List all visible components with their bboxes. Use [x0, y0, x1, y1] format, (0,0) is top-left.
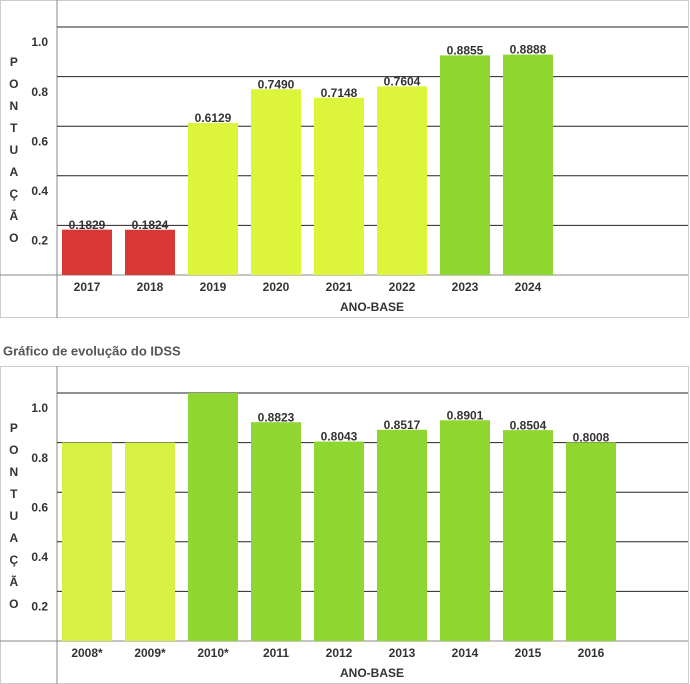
bar [377, 86, 427, 275]
x-tick-label: 2015 [515, 646, 542, 660]
bar [251, 89, 301, 275]
bar [377, 429, 427, 641]
value-label: 0.8823 [258, 410, 295, 424]
x-tick-label: 2021 [326, 280, 353, 294]
x-axis-label: ANO-BASE [340, 666, 404, 680]
value-label: 0.1824 [132, 218, 169, 232]
bar [188, 393, 238, 641]
y-tick-label: 0.4 [31, 550, 48, 564]
bar [566, 442, 616, 641]
y-tick-label: 0.8 [31, 451, 48, 465]
bar [314, 441, 364, 641]
y-axis-label: PONTUAÇÃO [7, 421, 21, 619]
y-tick-label: 0.2 [31, 600, 48, 614]
bar [251, 422, 301, 641]
y-tick-label: 1.0 [31, 35, 48, 49]
x-tick-label: 2020 [263, 280, 290, 294]
y-tick-label: 0.2 [31, 234, 48, 248]
x-tick-label: 2022 [389, 280, 416, 294]
x-tick-label: 2010* [197, 646, 229, 660]
x-tick-label: 2011 [263, 646, 289, 660]
bar [125, 229, 175, 275]
bar [314, 97, 364, 275]
x-tick-label: 2009* [134, 646, 166, 660]
value-label: 0.7148 [321, 86, 358, 100]
value-label: 0.6129 [195, 111, 232, 125]
y-axis-label: PONTUAÇÃO [7, 55, 21, 253]
x-tick-label: 2008* [71, 646, 103, 660]
bar [188, 123, 238, 276]
bar [440, 420, 490, 641]
value-label: 0.1829 [69, 218, 106, 232]
bar [62, 442, 112, 641]
x-tick-label: 2013 [389, 646, 416, 660]
x-tick-label: 2023 [452, 280, 479, 294]
x-tick-label: 2016 [578, 646, 605, 660]
value-label: 0.8043 [321, 430, 358, 444]
value-label: 0.8888 [510, 43, 547, 57]
chart-title: Gráfico de evolução do IDSS [3, 343, 181, 358]
x-tick-label: 2014 [452, 646, 479, 660]
value-label: 0.8517 [384, 418, 421, 432]
value-label: 0.8855 [447, 44, 484, 58]
bar [62, 229, 112, 275]
bar [503, 430, 553, 641]
y-tick-label: 1.0 [31, 401, 48, 415]
value-label: 0.8901 [447, 408, 484, 422]
x-tick-label: 2017 [74, 280, 101, 294]
y-tick-label: 0.6 [31, 134, 48, 148]
y-tick-label: 0.4 [31, 184, 48, 198]
y-tick-label: 0.8 [31, 85, 48, 99]
x-axis-label: ANO-BASE [340, 300, 404, 314]
x-tick-label: 2024 [515, 280, 542, 294]
value-label: 0.7604 [384, 75, 421, 89]
chart-frame [0, 0, 689, 318]
value-label: 0.8008 [573, 431, 610, 445]
x-tick-label: 2018 [137, 280, 164, 294]
x-tick-label: 2019 [200, 280, 227, 294]
value-label: 0.7490 [258, 77, 295, 91]
value-label: 0.8504 [510, 418, 547, 432]
bar [125, 442, 175, 641]
bar [440, 55, 490, 276]
y-tick-label: 0.6 [31, 500, 48, 514]
x-tick-label: 2012 [326, 646, 353, 660]
bar [503, 54, 553, 275]
